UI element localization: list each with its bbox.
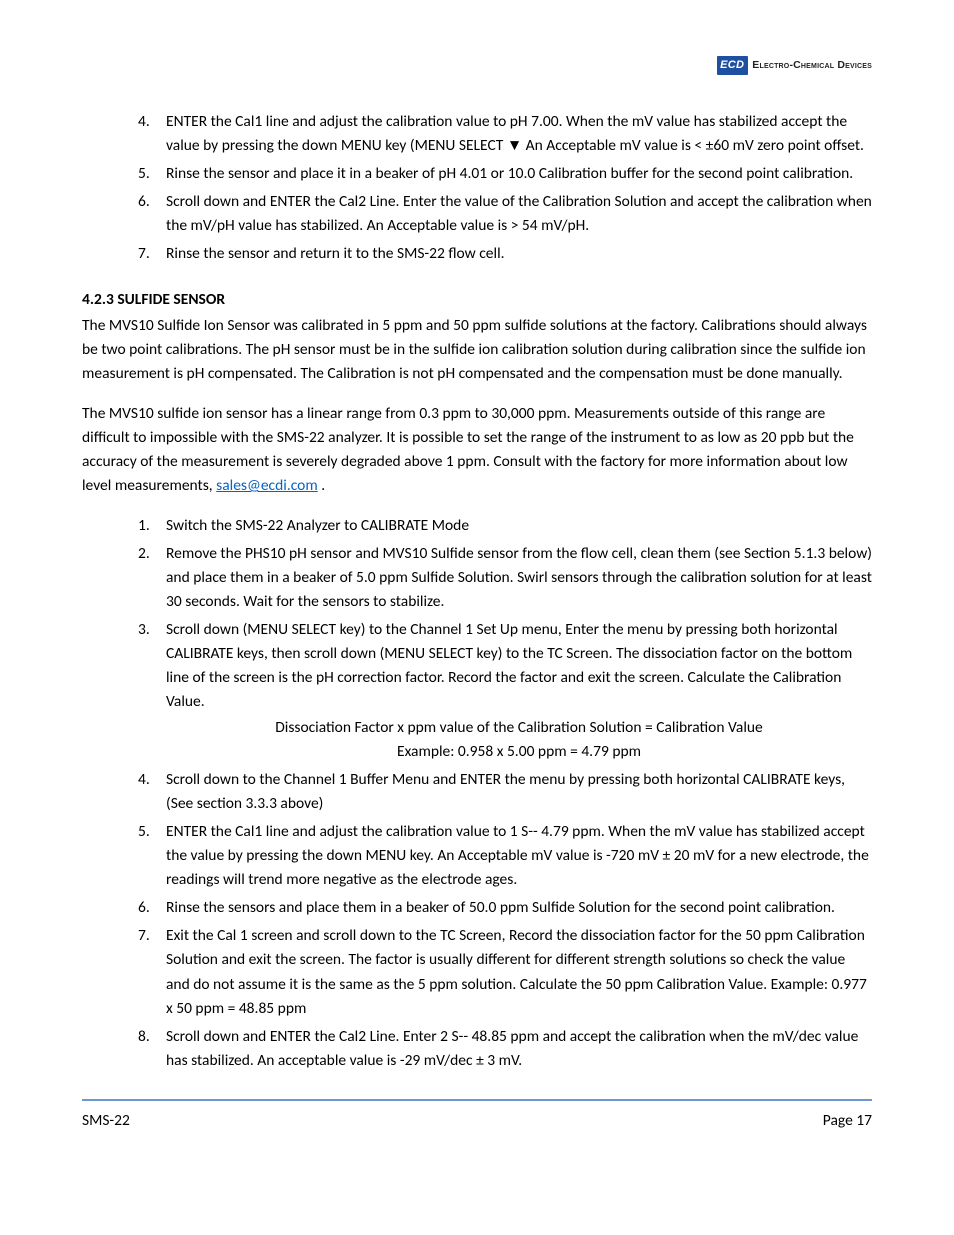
paragraph-text: The MVS10 sulfide ion sensor has a linea… [82, 404, 854, 495]
list-item-number: 7. [138, 924, 150, 948]
procedure-list-continued: 4. ENTER the Cal1 line and adjust the cal… [138, 110, 872, 266]
list-item: 5. ENTER the Cal1 line and adjust the cal… [138, 820, 872, 892]
footer-divider [82, 1099, 872, 1101]
list-item: 6. Scroll down and ENTER the Cal2 Line. E… [138, 190, 872, 238]
page-content: 4. ENTER the Cal1 line and adjust the cal… [82, 110, 872, 1133]
list-item-text: Scroll down to the Channel 1 Buffer Menu… [166, 770, 845, 813]
list-item-number: 4. [138, 110, 150, 134]
list-item: 7. Rinse the sensor and return it to the … [138, 242, 872, 266]
list-item-text: Scroll down (MENU SELECT key) to the Cha… [166, 620, 852, 711]
calculation-example: Dissociation Factor x ppm value of the C… [166, 716, 872, 764]
list-item: 4. Scroll down to the Channel 1 Buffer Me… [138, 768, 872, 816]
list-item-text: Scroll down and ENTER the Cal2 Line. Ent… [166, 192, 872, 235]
list-item: 6. Rinse the sensors and place them in a … [138, 896, 872, 920]
list-item: 7. Exit the Cal 1 screen and scroll down … [138, 924, 872, 1020]
list-item-number: 1. [138, 514, 150, 538]
list-item-text: Rinse the sensors and place them in a be… [166, 898, 835, 917]
list-item: 1. Switch the SMS-22 Analyzer to CALIBRAT… [138, 514, 872, 538]
list-item-text: Rinse the sensor and place it in a beake… [166, 164, 853, 183]
contact-email-link[interactable]: sales@ecdi.com [216, 476, 318, 495]
logo-badge: ECD [717, 56, 748, 75]
page-footer: SMS-22 Page 17 [82, 1109, 872, 1133]
list-item-number: 7. [138, 242, 150, 266]
sulfide-procedure-list: 1. Switch the SMS-22 Analyzer to CALIBRAT… [138, 514, 872, 1072]
page-header: ECD Electro-Chemical Devices [717, 56, 872, 75]
list-item: 2. Remove the PHS10 pH sensor and MVS10 S… [138, 542, 872, 614]
footer-doc-id: SMS-22 [82, 1109, 130, 1133]
list-item-number: 5. [138, 162, 150, 186]
list-item-text: Remove the PHS10 pH sensor and MVS10 Sul… [166, 544, 872, 611]
list-item-text: Rinse the sensor and return it to the SM… [166, 244, 505, 263]
list-item: 4. ENTER the Cal1 line and adjust the cal… [138, 110, 872, 158]
footer-page-number: Page 17 [823, 1109, 872, 1133]
list-item: 8. Scroll down and ENTER the Cal2 Line. E… [138, 1025, 872, 1073]
section-heading: 4.2.3 SULFIDE SENSOR [82, 288, 872, 312]
list-item-number: 6. [138, 190, 150, 214]
section-paragraph-1: The MVS10 Sulfide Ion Sensor was calibra… [82, 314, 872, 386]
list-item-number: 6. [138, 896, 150, 920]
list-item-text: ENTER the Cal1 line and adjust the calib… [166, 112, 864, 155]
list-item-number: 4. [138, 768, 150, 792]
section-paragraph-2: The MVS10 sulfide ion sensor has a linea… [82, 402, 872, 498]
list-item-text: Switch the SMS-22 Analyzer to CALIBRATE … [166, 516, 469, 535]
list-item: 3. Scroll down (MENU SELECT key) to the C… [138, 618, 872, 764]
list-item-text: Scroll down and ENTER the Cal2 Line. Ent… [166, 1027, 858, 1070]
list-item-number: 8. [138, 1025, 150, 1049]
calc-formula: Dissociation Factor x ppm value of the C… [166, 716, 872, 740]
logo-text: Electro-Chemical Devices [752, 57, 872, 73]
calc-example: Example: 0.958 x 5.00 ppm = 4.79 ppm [166, 740, 872, 764]
list-item-text: ENTER the Cal1 line and adjust the calib… [166, 822, 869, 889]
list-item: 5. Rinse the sensor and place it in a bea… [138, 162, 872, 186]
list-item-number: 5. [138, 820, 150, 844]
list-item-number: 3. [138, 618, 150, 642]
list-item-text: Exit the Cal 1 screen and scroll down to… [166, 926, 867, 1017]
paragraph-text-tail: . [318, 476, 325, 495]
list-item-number: 2. [138, 542, 150, 566]
